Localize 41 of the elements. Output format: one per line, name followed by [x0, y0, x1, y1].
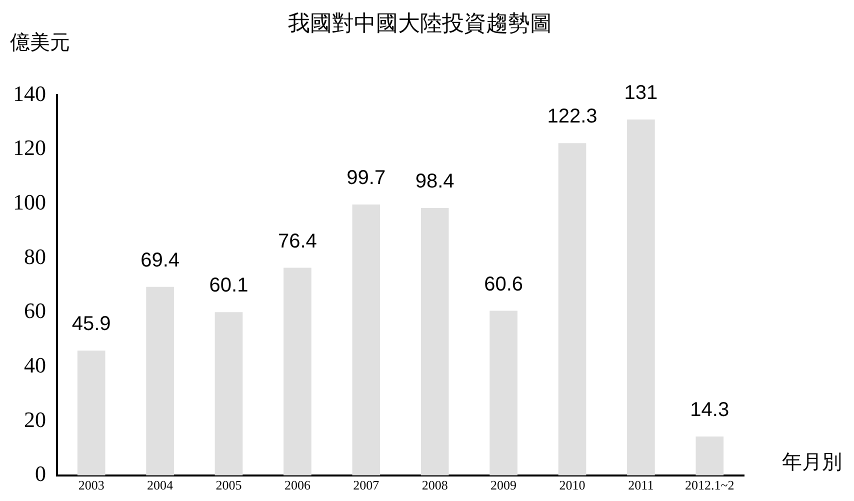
bar [214, 312, 243, 476]
data-label: 122.3 [547, 106, 598, 128]
data-label: 98.4 [415, 170, 454, 193]
x-tick-label: 2006 [284, 478, 311, 493]
y-tick-label: 40 [24, 352, 46, 378]
y-axis-title: 億美元 [10, 30, 70, 54]
x-tick-label: 2008 [422, 478, 448, 493]
y-tick-label: 0 [35, 461, 46, 486]
y-tick-label: 120 [13, 135, 46, 160]
y-tick-label: 100 [13, 189, 46, 214]
y-tick-label: 60 [24, 298, 46, 324]
bar [558, 143, 586, 476]
data-label: 76.4 [278, 230, 317, 252]
data-label: 99.7 [346, 167, 386, 190]
bar [146, 286, 174, 476]
x-tick-label: 2007 [353, 478, 380, 493]
x-tick-label: 2012.1~2 [685, 478, 734, 493]
y-tick-label: 140 [13, 80, 46, 106]
x-tick-label: 2009 [490, 478, 517, 493]
bar [284, 268, 312, 476]
data-label: 131 [624, 82, 658, 104]
x-tick-label: 2010 [559, 478, 586, 493]
data-label: 60.1 [209, 274, 248, 297]
data-label: 69.4 [140, 249, 180, 272]
x-tick-label: 2005 [216, 478, 242, 493]
bar [627, 119, 655, 476]
bar [352, 204, 380, 476]
x-tick-label: 2011 [628, 478, 654, 493]
bar [77, 350, 106, 476]
bar [420, 208, 449, 476]
x-axis-title: 年月別 [782, 450, 842, 474]
x-tick-label: 2004 [147, 478, 174, 493]
bar [696, 436, 724, 476]
chart-title: 我國對中國大陸投資趨勢圖 [288, 12, 552, 37]
data-label: 60.6 [484, 273, 524, 296]
x-tick-label: 2003 [78, 478, 104, 493]
bar [490, 310, 518, 476]
data-label: 14.3 [690, 399, 730, 422]
y-tick-label: 80 [24, 244, 46, 269]
y-tick-label: 20 [24, 406, 46, 432]
data-label: 45.9 [72, 313, 111, 336]
